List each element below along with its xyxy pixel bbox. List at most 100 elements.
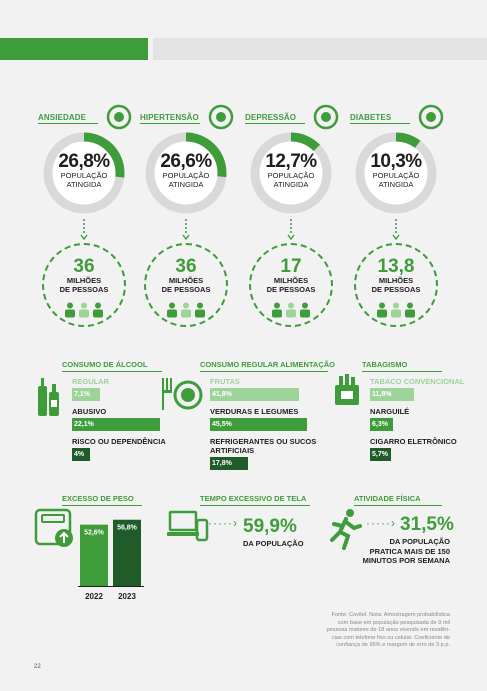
people-count: 36 (73, 256, 95, 277)
plate-cutlery-icon (162, 378, 203, 410)
condition-label: HIPERTENSÃO (140, 113, 199, 122)
alcohol-bar: 22,1% (72, 418, 160, 431)
ring-text: 26,8% POPULAÇÃO ATINGIDA (42, 152, 126, 189)
people-icon (167, 302, 205, 318)
percentage-ring (355, 132, 437, 214)
source-line: cias com telefone fixo ou celular. Coefi… (331, 634, 450, 641)
activity-sub-2: PRATICA MAIS DE 150 (369, 546, 450, 556)
weight-title: EXCESSO DE PESO (62, 494, 134, 503)
percentage-ring (43, 132, 125, 214)
alcohol-row: RISCO OU DEPENDÊNCIA 4% (72, 437, 172, 461)
tobacco-row: NARGUILÉ 6,3% (370, 407, 470, 431)
ring-percentage: 26,8% (58, 151, 110, 172)
ring-sub-2: ATINGIDA (168, 179, 204, 189)
ring-sub-2: ATINGIDA (378, 179, 414, 189)
arrow-down-icon (80, 219, 88, 240)
tobacco-label: NARGUILÉ (370, 407, 410, 416)
food-label: REFRIGERANTES OU SUCOS ARTIFICIAIS (210, 437, 317, 455)
weight-bar-value: 52,6% (84, 530, 105, 537)
food-bar: 17,8% (210, 457, 248, 470)
alcohol-bars: REGULAR 7,1% ABUSIVO 22,1% RISCO OU DEPENDÊN… (72, 377, 172, 467)
people-circle (42, 243, 126, 327)
tobacco-title-line (362, 371, 442, 372)
percentage-ring (250, 132, 332, 214)
condition-label-line (140, 123, 200, 124)
food-title: CONSUMO REGULAR ALIMENTAÇÃO (200, 360, 335, 369)
food-section: CONSUMO REGULAR ALIMENTAÇÃO (200, 360, 335, 369)
alcohol-bar: 4% (72, 448, 90, 461)
tobacco-bar: 6,3% (370, 418, 394, 431)
ring-text: 26,6% POPULAÇÃO ATINGIDA (144, 152, 228, 189)
weight-section: EXCESSO DE PESO (62, 494, 134, 503)
alcohol-row: REGULAR 7,1% (72, 377, 172, 401)
page-number: 22 (34, 664, 41, 670)
weight-bar-2022 (80, 524, 108, 586)
screen-sub: DA POPULAÇÃO (243, 539, 304, 548)
food-title-line (200, 371, 328, 372)
people-text: 36 MILHÕES DE PESSOAS (144, 257, 228, 294)
people-text: 13,8 MILHÕES DE PESSOAS (354, 257, 438, 294)
activity-sub: DA POPULAÇÃO PRATICA MAIS DE 150 MINUTOS… (340, 537, 450, 566)
laptop-phone-icon (167, 510, 209, 542)
weight-chart: 52,6% 2022 56,8% 2023 (78, 519, 144, 601)
tobacco-title: TABAGISMO (362, 360, 408, 369)
screen-arrow: ·····› (208, 516, 238, 530)
tobacco-row: CIGARRO ELETRÔNICO 5,7% (370, 437, 470, 461)
weight-year-label: 2022 (85, 592, 103, 601)
activity-title: ATIVIDADE FÍSICA (354, 494, 421, 503)
tobacco-bar: 5,7% (370, 448, 392, 461)
tobacco-bar: 11,8% (370, 388, 414, 401)
weight-title-line (62, 505, 142, 506)
alcohol-label: RISCO OU DEPENDÊNCIA (72, 437, 166, 446)
ring-sub-2: ATINGIDA (66, 179, 102, 189)
percentage-ring (145, 132, 227, 214)
activity-sub-1: DA POPULAÇÃO (389, 537, 450, 546)
tobacco-bars: TABACO CONVENCIONAL 11,8% NARGUILÉ 6,3% CIGA… (370, 377, 470, 467)
heart-pressure-icon (208, 104, 234, 130)
source-line: pessoas maiores de 18 anos vivendo em re… (326, 627, 450, 633)
ring-sub-2: ATINGIDA (273, 179, 309, 189)
tobacco-label: CIGARRO ELETRÔNICO (370, 437, 457, 446)
people-sub-1: MILHÕES (168, 276, 204, 285)
weight-bar-2023 (113, 519, 141, 586)
screen-section: TEMPO EXCESSIVO DE TELA (200, 494, 306, 503)
people-sub-1: MILHÕES (273, 276, 309, 285)
condition-label: DIABETES (350, 113, 392, 122)
people-circle (249, 243, 333, 327)
people-icon (272, 302, 310, 318)
people-sub-1: MILHÕES (66, 276, 102, 285)
alcohol-label: ABUSIVO (72, 407, 107, 416)
cigarette-pack-icon (335, 374, 359, 405)
tobacco-section: TABAGISMO (362, 360, 407, 369)
alcohol-title-line (62, 371, 162, 372)
source-note: Fonte: Covitel. Nota: Amostragem probabi… (300, 612, 450, 650)
condition-label: ANSIEDADE (38, 113, 87, 122)
food-bar: 45,5% (210, 418, 307, 431)
runner-icon (330, 509, 362, 550)
people-icon (377, 302, 415, 318)
source-line: com base em população pesquisada de 9 mi… (337, 619, 450, 626)
ring-percentage: 10,3% (370, 151, 422, 172)
header-bar-gray (153, 38, 487, 60)
brain-icon (313, 104, 339, 130)
ring-sub-1: POPULAÇÃO (267, 171, 315, 180)
people-sub-2: DE PESSOAS (59, 284, 109, 294)
activity-value: 31,5% (400, 514, 454, 535)
ring-sub-1: POPULAÇÃO (162, 171, 210, 180)
ring-percentage: 12,7% (265, 151, 317, 172)
people-circle (354, 243, 438, 327)
food-row: VERDURAS E LEGUMES 45,5% (210, 407, 360, 431)
screen-title-line (200, 505, 310, 506)
activity-title-line (354, 505, 442, 506)
weight-bar-value: 56,8% (117, 525, 138, 532)
source-line: Fonte: Covitel. Nota: Amostragem probabi… (331, 612, 450, 618)
condition-label-line (38, 123, 98, 124)
brain-head-icon (106, 104, 132, 130)
ring-text: 10,3% POPULAÇÃO ATINGIDA (354, 152, 438, 189)
weight-year-label: 2023 (118, 592, 136, 601)
scale-icon (34, 508, 73, 547)
people-text: 36 MILHÕES DE PESSOAS (42, 257, 126, 294)
people-sub-1: MILHÕES (378, 276, 414, 285)
people-count: 13,8 (377, 256, 415, 277)
food-label: VERDURAS E LEGUMES (210, 407, 299, 416)
